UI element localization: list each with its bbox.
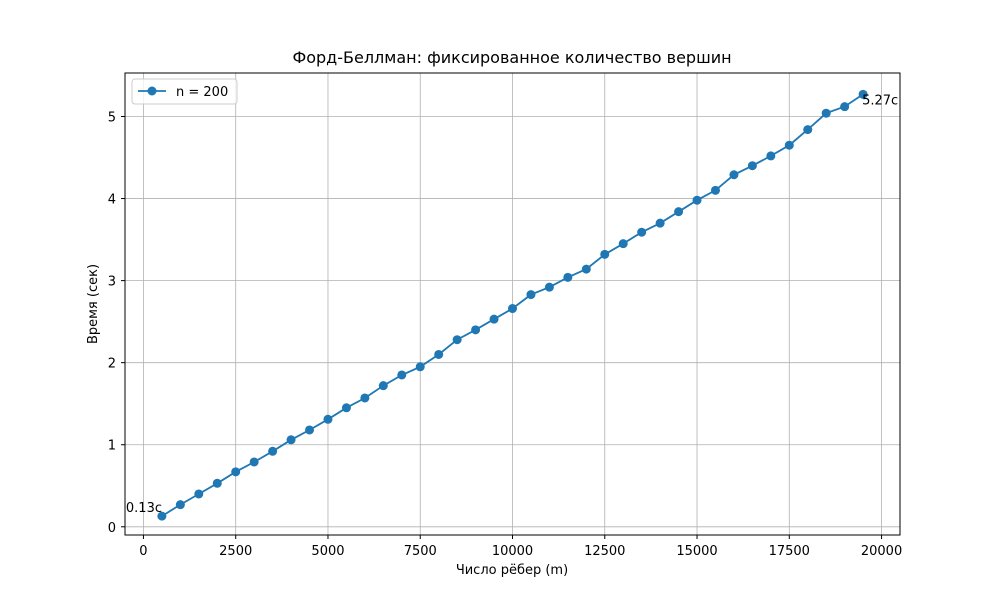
chart-title: Форд-Беллман: фиксированное количество в… bbox=[292, 48, 731, 67]
data-point bbox=[471, 325, 481, 335]
data-point bbox=[452, 335, 462, 345]
data-point bbox=[508, 304, 517, 314]
y-axis-label: Время (сек) bbox=[86, 264, 101, 344]
y-tick-label: 5 bbox=[108, 110, 116, 125]
data-point bbox=[360, 393, 370, 403]
data-point bbox=[710, 185, 720, 195]
data-point bbox=[194, 489, 204, 499]
data-point bbox=[341, 403, 351, 413]
data-point bbox=[563, 272, 573, 282]
data-point bbox=[175, 500, 185, 510]
y-tick-label: 4 bbox=[108, 193, 116, 208]
x-tick-label: 20000 bbox=[861, 544, 902, 559]
data-point bbox=[840, 102, 850, 112]
data-annotation: 0.13с bbox=[126, 501, 162, 516]
data-point bbox=[249, 457, 259, 467]
x-tick-label: 12500 bbox=[584, 544, 625, 559]
data-point bbox=[434, 349, 444, 359]
data-point bbox=[747, 161, 757, 171]
legend-box bbox=[131, 78, 238, 105]
axes: 0 2500 5000 7500 10000 12500 15000 17500 20000 0 1… bbox=[108, 72, 902, 559]
data-point bbox=[618, 239, 628, 249]
data-point bbox=[692, 195, 702, 205]
x-tick-label: 10000 bbox=[492, 544, 533, 559]
data-point bbox=[526, 290, 536, 300]
data-point bbox=[305, 425, 315, 435]
annotations: 0.13с 5.27с bbox=[126, 93, 898, 516]
data-point bbox=[784, 140, 794, 150]
series-layer bbox=[157, 89, 868, 521]
data-point bbox=[766, 151, 776, 161]
data-point bbox=[489, 314, 499, 324]
x-axis-label: Число рёбер (m) bbox=[456, 563, 568, 578]
data-point bbox=[581, 264, 591, 274]
data-point bbox=[378, 381, 388, 391]
x-tick-label: 2500 bbox=[219, 544, 252, 559]
data-point bbox=[858, 89, 868, 99]
data-point bbox=[397, 370, 407, 380]
y-tick-label: 2 bbox=[108, 357, 116, 372]
data-point bbox=[157, 511, 167, 521]
y-tick-label: 0 bbox=[108, 521, 116, 536]
x-tick-label: 5000 bbox=[311, 544, 344, 559]
data-point bbox=[655, 218, 665, 228]
y-tick-label: 3 bbox=[108, 275, 116, 290]
data-point bbox=[600, 249, 610, 259]
x-tick-label: 7500 bbox=[404, 544, 437, 559]
legend-marker bbox=[147, 86, 157, 96]
data-point bbox=[415, 362, 425, 372]
data-point bbox=[286, 435, 296, 445]
x-tick-label: 15000 bbox=[676, 544, 717, 559]
data-point bbox=[212, 478, 222, 488]
legend: n = 200 bbox=[131, 78, 238, 105]
data-annotation: 5.27с bbox=[862, 93, 898, 108]
data-point bbox=[637, 227, 647, 237]
data-point bbox=[729, 170, 739, 180]
data-point bbox=[803, 125, 813, 135]
x-tick-label: 17500 bbox=[769, 544, 810, 559]
data-point bbox=[674, 207, 684, 217]
data-point bbox=[544, 282, 554, 292]
data-point bbox=[231, 467, 241, 477]
grid bbox=[125, 73, 900, 535]
data-point bbox=[821, 108, 831, 118]
y-tick-label: 1 bbox=[108, 439, 116, 454]
legend-label: n = 200 bbox=[176, 85, 228, 100]
x-tick-label: 0 bbox=[139, 544, 147, 559]
data-point bbox=[323, 414, 333, 424]
data-point bbox=[268, 446, 278, 456]
